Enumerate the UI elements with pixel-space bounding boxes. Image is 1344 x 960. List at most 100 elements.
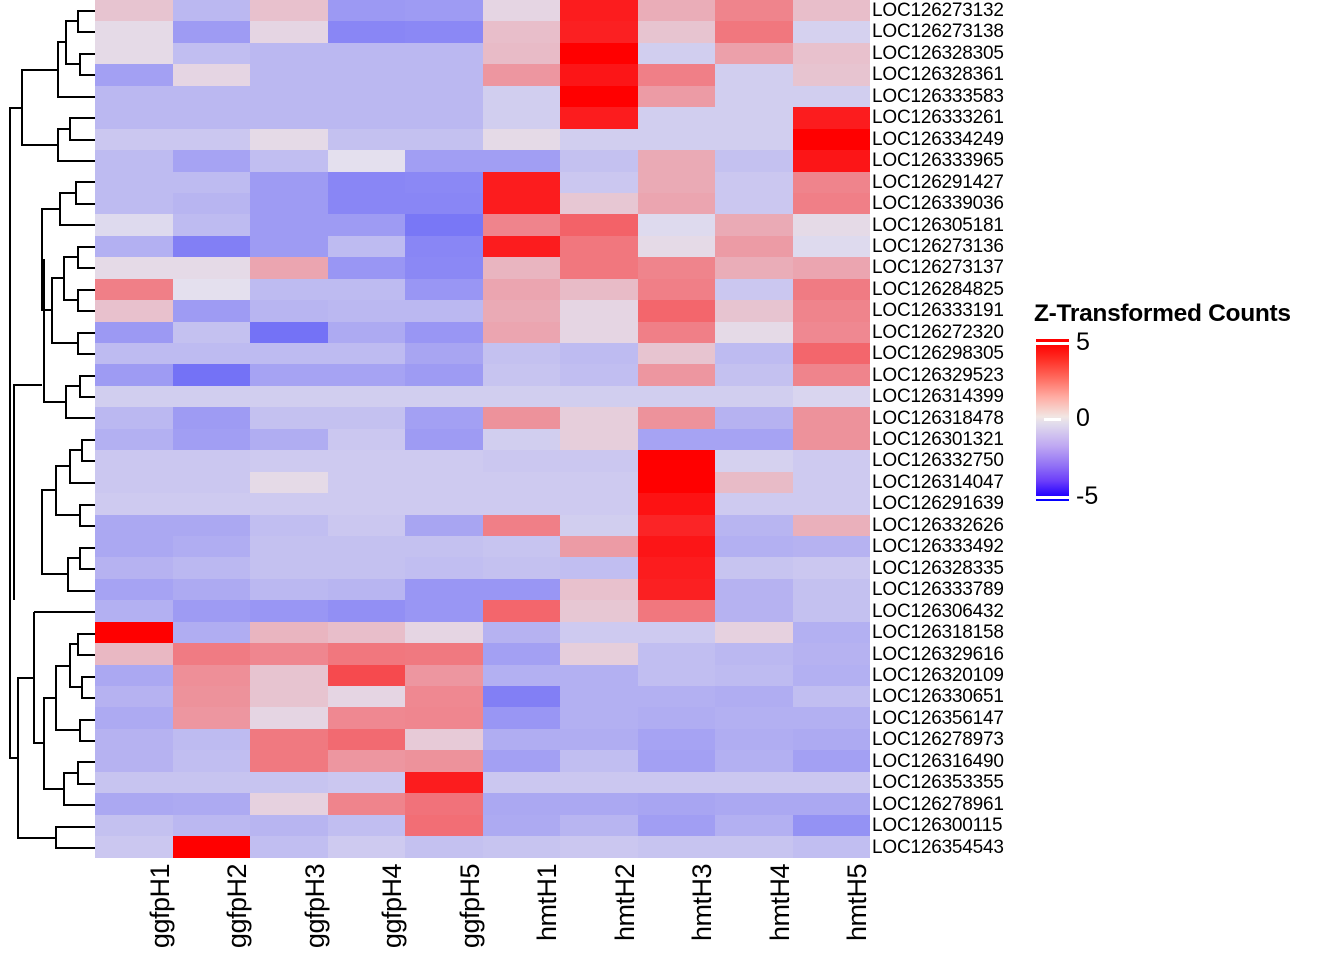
heatmap-cell [405, 686, 483, 708]
heatmap-cell [95, 600, 173, 622]
heatmap-cell [482, 643, 560, 665]
heatmap-cell [327, 214, 405, 236]
heatmap-cell [637, 514, 715, 536]
heatmap-cell [715, 192, 793, 215]
heatmap-cell [405, 643, 483, 665]
heatmap-cell [482, 836, 560, 858]
heatmap-cell [405, 557, 483, 579]
heatmap-cell [95, 493, 173, 515]
heatmap-cell [792, 707, 870, 729]
heatmap-cell [792, 64, 870, 86]
heatmap-cell [327, 150, 405, 172]
heatmap-cell [405, 128, 483, 151]
column-label-text: ggfpH4 [377, 864, 408, 949]
heatmap-cell [482, 728, 560, 751]
row-label: LOC126318158 [872, 622, 1004, 644]
heatmap-cell [172, 728, 250, 751]
heatmap-cell [405, 278, 483, 301]
heatmap-cell [405, 150, 483, 172]
heatmap-cell [172, 750, 250, 772]
heatmap-cell [95, 385, 173, 408]
heatmap-cell [792, 428, 870, 451]
heatmap-cell [172, 171, 250, 193]
heatmap-cell [250, 793, 328, 815]
heatmap-cell [405, 85, 483, 108]
heatmap-cell [482, 771, 560, 794]
column-label-text: ggfpH1 [144, 864, 175, 949]
heatmap-cell [172, 814, 250, 837]
heatmap-cell [482, 600, 560, 622]
heatmap-cell [792, 600, 870, 622]
heatmap-cell [637, 600, 715, 622]
heatmap-cell [482, 578, 560, 601]
row-label: LOC126328361 [872, 64, 1004, 86]
heatmap-cell [560, 278, 638, 301]
heatmap-cell [405, 321, 483, 343]
heatmap-cell [327, 793, 405, 815]
row-label: LOC126320109 [872, 664, 1004, 686]
heatmap-cell [95, 364, 173, 386]
heatmap-cell [250, 643, 328, 665]
heatmap-cell [792, 535, 870, 558]
heatmap-cell [715, 600, 793, 622]
heatmap-cell [560, 107, 638, 129]
heatmap-cell [482, 385, 560, 408]
heatmap-cell [792, 750, 870, 772]
heatmap-cell [172, 278, 250, 301]
heatmap-cell [95, 557, 173, 579]
heatmap-cell [405, 214, 483, 236]
column-label: hmtH4 [765, 864, 796, 941]
heatmap-cell [792, 171, 870, 193]
heatmap-cell [792, 643, 870, 665]
heatmap-cell [172, 621, 250, 644]
heatmap-cell [250, 514, 328, 536]
heatmap-cell [637, 385, 715, 408]
heatmap-cell [95, 686, 173, 708]
heatmap-cell [715, 407, 793, 429]
heatmap-cell [637, 171, 715, 193]
heatmap-cell [250, 21, 328, 43]
heatmap-cell [560, 407, 638, 429]
heatmap-cell [172, 64, 250, 86]
column-label-text: hmtH1 [532, 864, 563, 942]
heatmap-cell [250, 192, 328, 215]
heatmap-cell [792, 664, 870, 686]
heatmap-cell [715, 578, 793, 601]
heatmap-cell [95, 814, 173, 837]
heatmap-cell [792, 728, 870, 751]
heatmap-cell [482, 535, 560, 558]
heatmap-cell [715, 385, 793, 408]
heatmap-cell [327, 385, 405, 408]
row-label: LOC126291639 [872, 493, 1004, 515]
column-label-text: hmtH4 [764, 864, 795, 942]
heatmap-cell [482, 343, 560, 365]
row-label: LOC126332626 [872, 514, 1004, 536]
heatmap-cell [327, 428, 405, 451]
heatmap-cell [405, 192, 483, 215]
heatmap-cell [637, 643, 715, 665]
heatmap-cell [327, 321, 405, 343]
heatmap-cell [637, 686, 715, 708]
heatmap-cell [560, 192, 638, 215]
row-dendrogram [0, 0, 95, 858]
heatmap-cell [250, 343, 328, 365]
heatmap-cell [327, 707, 405, 729]
heatmap-cell [95, 343, 173, 365]
heatmap-cell [482, 235, 560, 258]
heatmap-cell [482, 428, 560, 451]
heatmap-cell [715, 364, 793, 386]
row-label: LOC126278961 [872, 793, 1004, 815]
heatmap-cell [327, 493, 405, 515]
row-label: LOC126333261 [872, 107, 1004, 129]
heatmap-cell [250, 578, 328, 601]
legend-title: Z-Transformed Counts [1034, 300, 1291, 327]
heatmap-cell [250, 686, 328, 708]
heatmap-cell [327, 171, 405, 193]
heatmap-cell [482, 450, 560, 472]
heatmap-cell [792, 793, 870, 815]
heatmap-cell [637, 300, 715, 322]
heatmap-cell [405, 535, 483, 558]
heatmap-cell [405, 836, 483, 858]
heatmap-cell [327, 128, 405, 151]
heatmap-cell [715, 493, 793, 515]
